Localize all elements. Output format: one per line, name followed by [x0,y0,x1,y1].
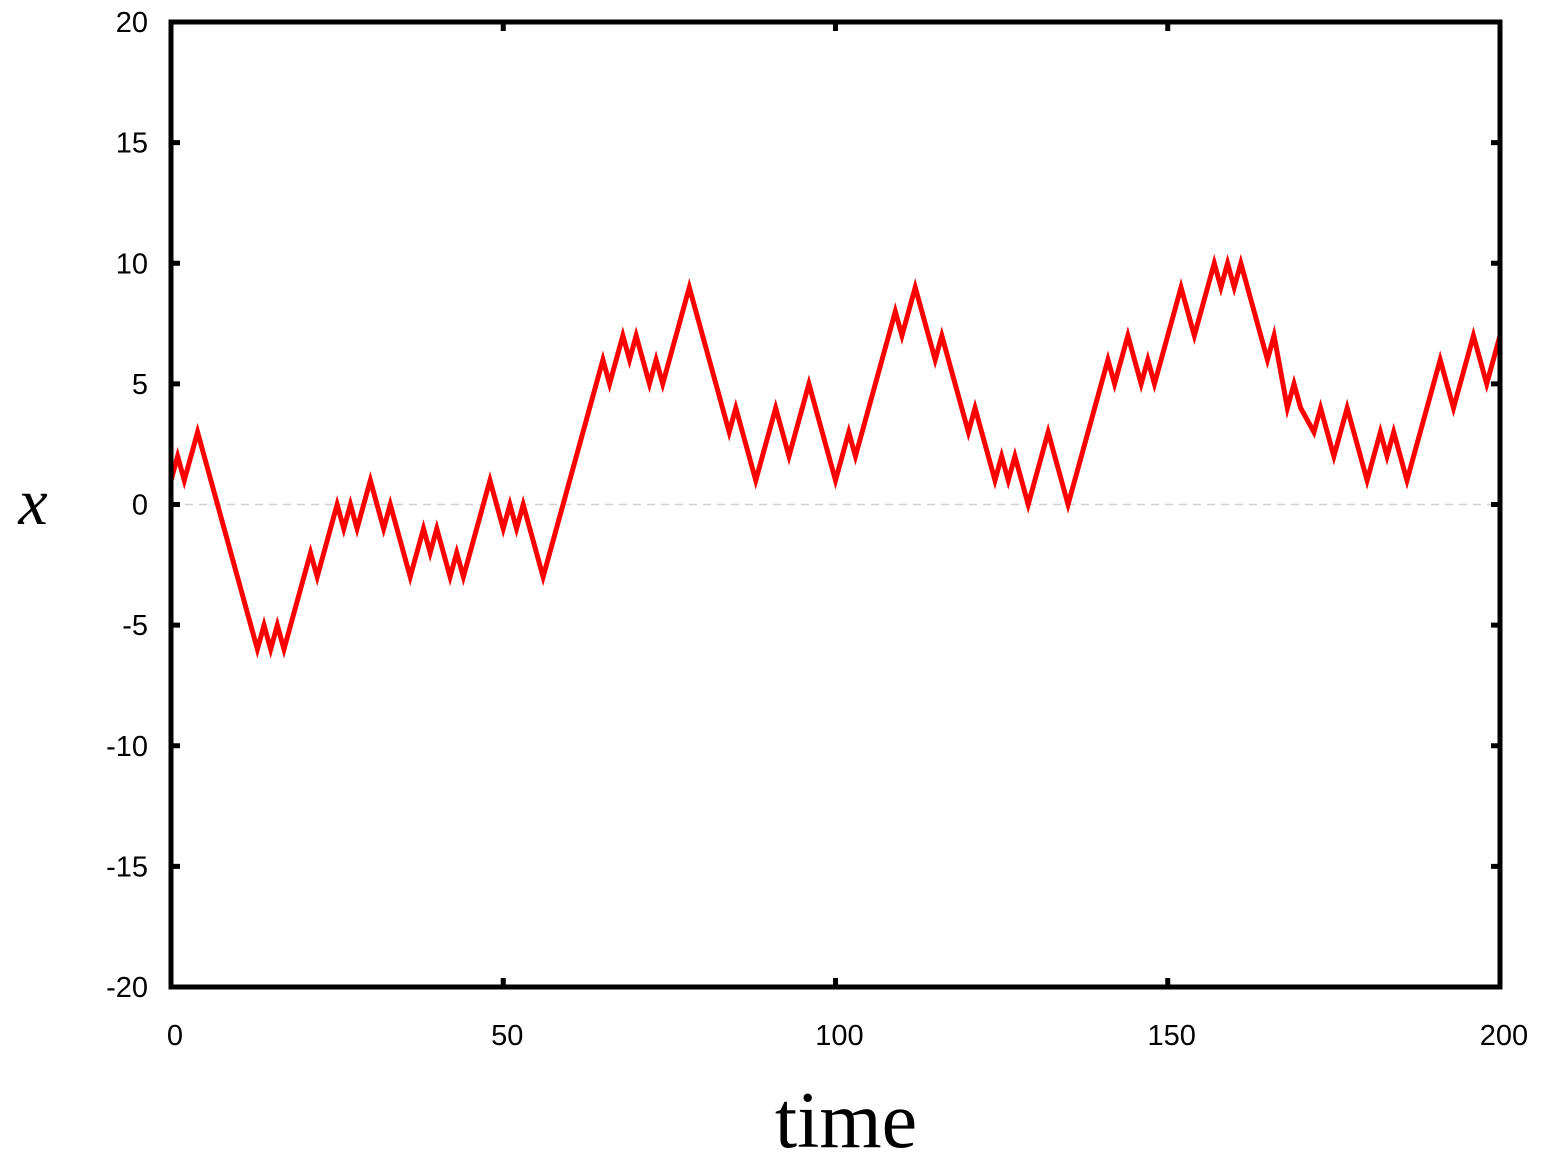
y-tick-label: 15 [116,128,148,160]
x-tick-label: 0 [167,1020,183,1052]
y-tick-label: 10 [116,248,148,280]
y-axis-tick-labels: -20 -15 -10 -5 0 5 10 15 20 [106,7,148,1004]
x-tick-label: 100 [815,1020,863,1052]
y-tick-label: -15 [106,851,148,883]
y-tick-label: -20 [106,972,148,1004]
y-tick-label: 5 [132,369,148,401]
x-axis-title: time [775,1077,917,1158]
y-axis-title: x [17,466,47,539]
y-tick-label: -10 [106,731,148,763]
series-line [168,253,1503,659]
y-tick-label: 20 [116,7,148,39]
x-tick-label: 50 [491,1020,523,1052]
x-tick-label: 150 [1148,1020,1196,1052]
x-tick-label: 200 [1480,1020,1528,1052]
y-tick-label: 0 [132,490,148,522]
plot-frame [168,19,1503,990]
x-axis-tick-labels: 0 50 100 150 200 [167,1020,1528,1052]
y-tick-label: -5 [122,610,148,642]
